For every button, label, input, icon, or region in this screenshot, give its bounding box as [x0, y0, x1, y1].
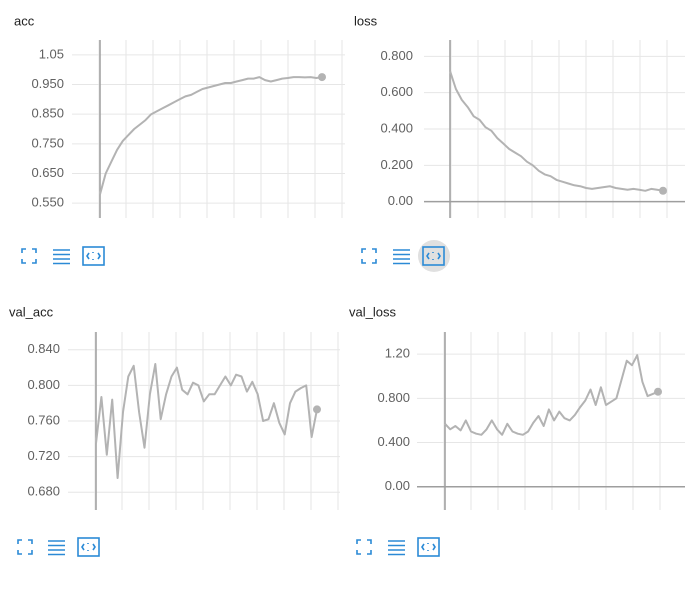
y-tick-label: 0.00: [385, 478, 410, 493]
y-tick-label: 0.650: [31, 165, 64, 180]
y-tick-label: 0.400: [377, 434, 410, 449]
y-tick-label: 0.600: [380, 84, 413, 99]
fullscreen-button[interactable]: [17, 539, 33, 555]
series-line: [99, 76, 323, 195]
y-tick-label: 0.750: [31, 135, 64, 150]
y-tick-label: 0.00: [388, 193, 413, 208]
toolbar: [17, 240, 450, 557]
button-highlight: [418, 240, 450, 272]
last-point: [659, 186, 667, 195]
y-tick-label: 0.200: [380, 157, 413, 172]
y-tick-label: 0.840: [27, 341, 60, 356]
y-tick-label: 0.400: [380, 120, 413, 135]
y-tick-label: 0.550: [31, 195, 64, 210]
last-point: [318, 73, 326, 82]
chart-title: loss: [354, 13, 378, 28]
fit-domain-button[interactable]: [82, 246, 105, 266]
y-tick-label: 0.800: [377, 390, 410, 405]
chart-title: val_loss: [349, 304, 396, 319]
y-tick-label: 0.680: [27, 484, 60, 499]
chart-panel: loss 0.00 0.200 0.400 0.600 0.800: [354, 13, 685, 218]
last-point: [654, 387, 662, 396]
last-point: [313, 405, 321, 414]
series-line: [95, 363, 318, 479]
chart-panel: val_acc 0.680 0.720 0.760 0.800 0.840: [9, 304, 340, 510]
y-tick-label: 0.950: [31, 76, 64, 91]
fit-domain-button[interactable]: [422, 246, 445, 266]
chart-title: acc: [14, 13, 35, 28]
y-tick-label: 0.800: [380, 48, 413, 63]
y-tick-label: 0.720: [27, 448, 60, 463]
series-line: [449, 70, 664, 192]
fullscreen-button[interactable]: [356, 539, 372, 555]
y-tick-label: 1.05: [39, 46, 64, 61]
chart-panel: acc 0.550 0.650 0.750 0.850 0.950 1.05: [14, 13, 345, 218]
y-tick-label: 0.800: [27, 377, 60, 392]
y-tick-label: 0.760: [27, 412, 60, 427]
fit-domain-button[interactable]: [417, 537, 440, 557]
y-tick-label: 0.850: [31, 106, 64, 121]
toggle-log-button[interactable]: [388, 540, 405, 556]
toggle-log-button[interactable]: [48, 540, 65, 556]
y-tick-label: 1.20: [385, 346, 410, 361]
series-line: [444, 354, 659, 436]
toggle-log-button[interactable]: [393, 249, 410, 265]
fullscreen-button[interactable]: [361, 248, 377, 264]
toggle-log-button[interactable]: [53, 249, 70, 265]
fullscreen-button[interactable]: [21, 248, 37, 264]
chart-title: val_acc: [9, 304, 54, 319]
fit-domain-button[interactable]: [77, 537, 100, 557]
chart-panel: val_loss 0.00 0.400 0.800 1.20: [349, 304, 685, 510]
